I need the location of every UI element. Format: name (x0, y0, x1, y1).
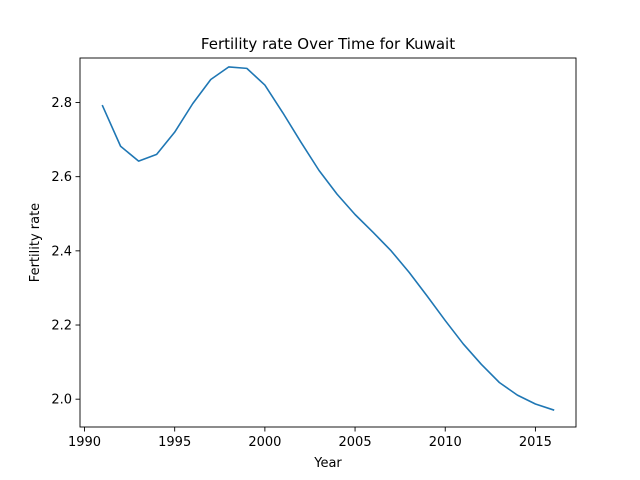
x-tick-label: 2005 (339, 435, 372, 450)
x-tick-label: 2000 (248, 435, 281, 450)
x-tick-label: 2010 (429, 435, 462, 450)
y-tick-label: 2.4 (51, 244, 72, 259)
y-tick-label: 2.8 (51, 96, 72, 111)
plot-area (80, 58, 576, 427)
plot-frame (79, 57, 577, 428)
x-tick-label: 2015 (519, 435, 552, 450)
x-tick-label: 1990 (68, 435, 101, 450)
x-axis-label: Year (313, 456, 342, 471)
y-tick-label: 2.2 (51, 319, 72, 334)
chart-title: Fertility rate Over Time for Kuwait (201, 35, 455, 53)
y-axis-ticks: 2.0 2.2 2.4 2.6 2.8 (51, 96, 80, 408)
y-axis-label: Fertility rate (28, 203, 43, 282)
y-tick-label: 2.0 (51, 393, 72, 408)
x-tick-label: 1995 (158, 435, 191, 450)
x-axis-ticks: 1990 1995 2000 2005 2010 2015 (68, 427, 552, 450)
fertility-rate-line (101, 66, 555, 411)
y-tick-label: 2.6 (51, 170, 72, 185)
